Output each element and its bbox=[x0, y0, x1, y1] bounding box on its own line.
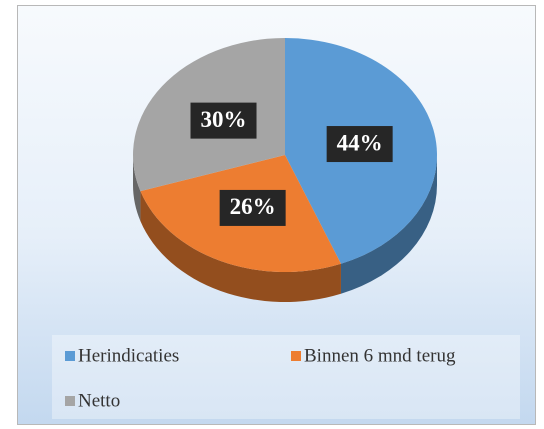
legend-swatch bbox=[65, 396, 75, 406]
data-label-box bbox=[326, 126, 393, 163]
pie-side bbox=[340, 155, 437, 294]
legend-label: Herindicaties bbox=[78, 345, 179, 366]
legend-swatch bbox=[65, 351, 75, 361]
data-label-box bbox=[219, 189, 286, 226]
data-label: 44% bbox=[337, 130, 383, 155]
pie-side bbox=[133, 155, 141, 222]
pie: 44% 26% 30% bbox=[132, 38, 437, 302]
legend-label: Binnen 6 mnd terug bbox=[304, 345, 456, 366]
data-label: 30% bbox=[201, 107, 247, 132]
pie-side bbox=[140, 191, 341, 302]
legend-swatch bbox=[291, 351, 301, 361]
data-label: 26% bbox=[230, 194, 276, 219]
legend-box bbox=[52, 335, 520, 419]
legend: Herindicaties Binnen 6 mnd terug Netto bbox=[65, 345, 456, 411]
legend-label: Netto bbox=[78, 390, 120, 411]
data-label-box bbox=[190, 102, 257, 139]
